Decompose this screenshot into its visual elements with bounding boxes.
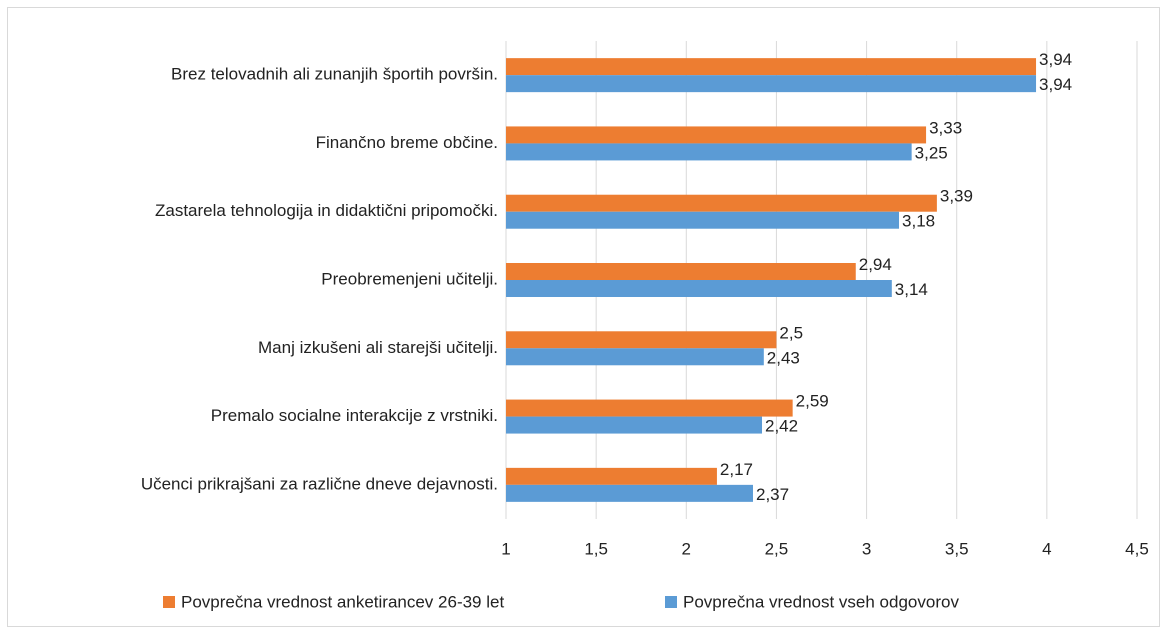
value-label: 3,14 bbox=[895, 280, 928, 299]
x-tick-label: 1,5 bbox=[584, 539, 608, 558]
x-tick-label: 2 bbox=[682, 539, 691, 558]
bar bbox=[506, 58, 1037, 76]
x-tick-label: 2,5 bbox=[765, 539, 789, 558]
value-label: 2,37 bbox=[756, 485, 789, 504]
value-label: 3,94 bbox=[1039, 75, 1072, 94]
value-label: 3,25 bbox=[915, 143, 948, 162]
value-label: 2,43 bbox=[767, 348, 800, 367]
legend-label: Povprečna vrednost anketirancev 26-39 le… bbox=[181, 592, 504, 611]
bar bbox=[506, 75, 1037, 93]
value-label: 2,59 bbox=[796, 392, 829, 411]
x-tick-label: 3 bbox=[862, 539, 871, 558]
value-label: 3,18 bbox=[902, 212, 935, 231]
chart-border bbox=[7, 7, 1160, 627]
legend-swatch bbox=[665, 596, 677, 608]
y-tick-label: Manj izkušeni ali starejši učitelji. bbox=[258, 338, 498, 357]
bar bbox=[506, 126, 927, 144]
bar bbox=[506, 263, 856, 280]
y-tick-label: Učenci prikrajšani za različne dneve dej… bbox=[141, 474, 498, 493]
x-tick-label: 4 bbox=[1042, 539, 1051, 558]
y-tick-label: Finančno breme občine. bbox=[316, 133, 498, 152]
y-tick-label: Preobremenjeni učitelji. bbox=[321, 269, 498, 288]
y-tick-label: Brez telovadnih ali zunanjih športih pov… bbox=[171, 65, 498, 84]
bar bbox=[506, 194, 937, 212]
legend-label: Povprečna vrednost vseh odgovorov bbox=[683, 592, 959, 611]
bar bbox=[506, 143, 912, 161]
bar bbox=[506, 331, 777, 349]
y-tick-label: Zastarela tehnologija in didaktični prip… bbox=[155, 201, 498, 220]
value-label: 3,33 bbox=[929, 118, 962, 137]
x-tick-label: 3,5 bbox=[945, 539, 969, 558]
y-tick-label: Premalo socialne interakcije z vrstniki. bbox=[211, 406, 498, 425]
value-label: 3,94 bbox=[1039, 50, 1072, 69]
bar bbox=[506, 416, 763, 434]
bar bbox=[506, 348, 764, 366]
legend-swatch bbox=[163, 596, 175, 608]
x-tick-label: 1 bbox=[501, 539, 510, 558]
bar bbox=[506, 484, 753, 502]
x-tick-label: 4,5 bbox=[1125, 539, 1149, 558]
bar bbox=[506, 211, 900, 229]
value-label: 2,94 bbox=[859, 255, 892, 274]
bar bbox=[506, 467, 717, 485]
value-label: 2,42 bbox=[765, 417, 798, 436]
value-label: 2,17 bbox=[720, 460, 753, 479]
bar bbox=[506, 399, 793, 417]
value-label: 3,39 bbox=[940, 187, 973, 206]
bar bbox=[506, 280, 892, 297]
value-label: 2,5 bbox=[779, 323, 803, 342]
